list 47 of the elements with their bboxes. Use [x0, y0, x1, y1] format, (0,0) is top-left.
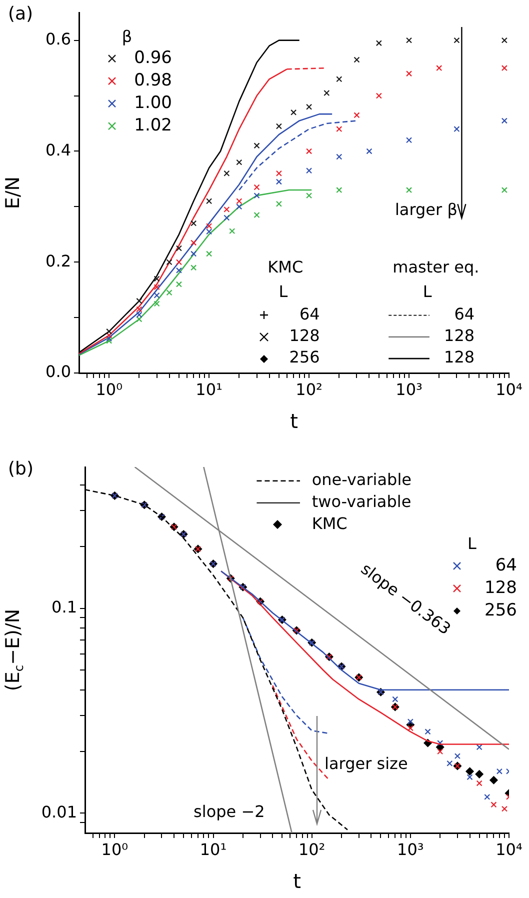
x-tick-label: 10⁴: [496, 840, 522, 859]
annotation: 64: [299, 304, 320, 324]
legend-label: 128: [484, 578, 518, 598]
annotation: KMC: [312, 514, 348, 533]
y-tick-label: 0.6: [46, 29, 71, 48]
annotation: larger size: [324, 754, 408, 774]
x-tick-label: 10⁴: [496, 380, 522, 399]
legend-label: 0.96: [134, 48, 172, 68]
x-tick-label: 10⁰: [96, 380, 122, 399]
x-axis-title: t: [293, 869, 302, 894]
annotation: slope −2: [194, 802, 265, 822]
annotation: L: [422, 282, 432, 301]
annotation: master eq.: [392, 258, 480, 277]
legend-title: β: [122, 26, 132, 46]
legend-label: 0.98: [134, 70, 172, 91]
annotation: 256: [289, 348, 320, 367]
x-tick-label: 10¹: [196, 380, 222, 399]
text: (b): [8, 458, 34, 480]
legend-label: 256: [484, 600, 518, 620]
x-tick-label: 10²: [296, 380, 322, 399]
x-tick-label: 10³: [396, 380, 422, 399]
annotation: larger β: [394, 200, 458, 219]
legend-title: L: [468, 534, 477, 554]
y-axis-title: (Ec−E)/N: [2, 608, 26, 692]
y-tick-label: 0.01: [41, 802, 77, 822]
annotation: 64: [454, 304, 475, 324]
y-axis-title: E/N: [2, 176, 24, 210]
x-tick-label: 10¹: [200, 840, 227, 859]
annotation: 128: [444, 348, 475, 367]
x-axis-title: t: [290, 409, 298, 434]
legend-label: 64: [495, 555, 518, 576]
x-tick-label: 10⁰: [101, 840, 128, 859]
annotation: two-variable: [312, 492, 412, 512]
y-tick-label: 0.2: [46, 251, 71, 270]
text: (a): [8, 4, 34, 25]
y-tick-label: 0.0: [46, 362, 71, 382]
annotation: one-variable: [312, 470, 412, 490]
annotation: KMC: [268, 258, 304, 277]
annotation: L: [278, 282, 288, 301]
legend-label: 1.02: [134, 116, 172, 136]
y-tick-label: 0.1: [52, 598, 77, 617]
annotation: 128: [289, 326, 320, 346]
x-tick-label: 10²: [298, 840, 326, 859]
annotation: 128: [444, 326, 475, 346]
y-tick-label: 0.4: [46, 140, 71, 160]
legend-label: 1.00: [134, 93, 172, 114]
x-tick-label: 10³: [397, 840, 424, 859]
